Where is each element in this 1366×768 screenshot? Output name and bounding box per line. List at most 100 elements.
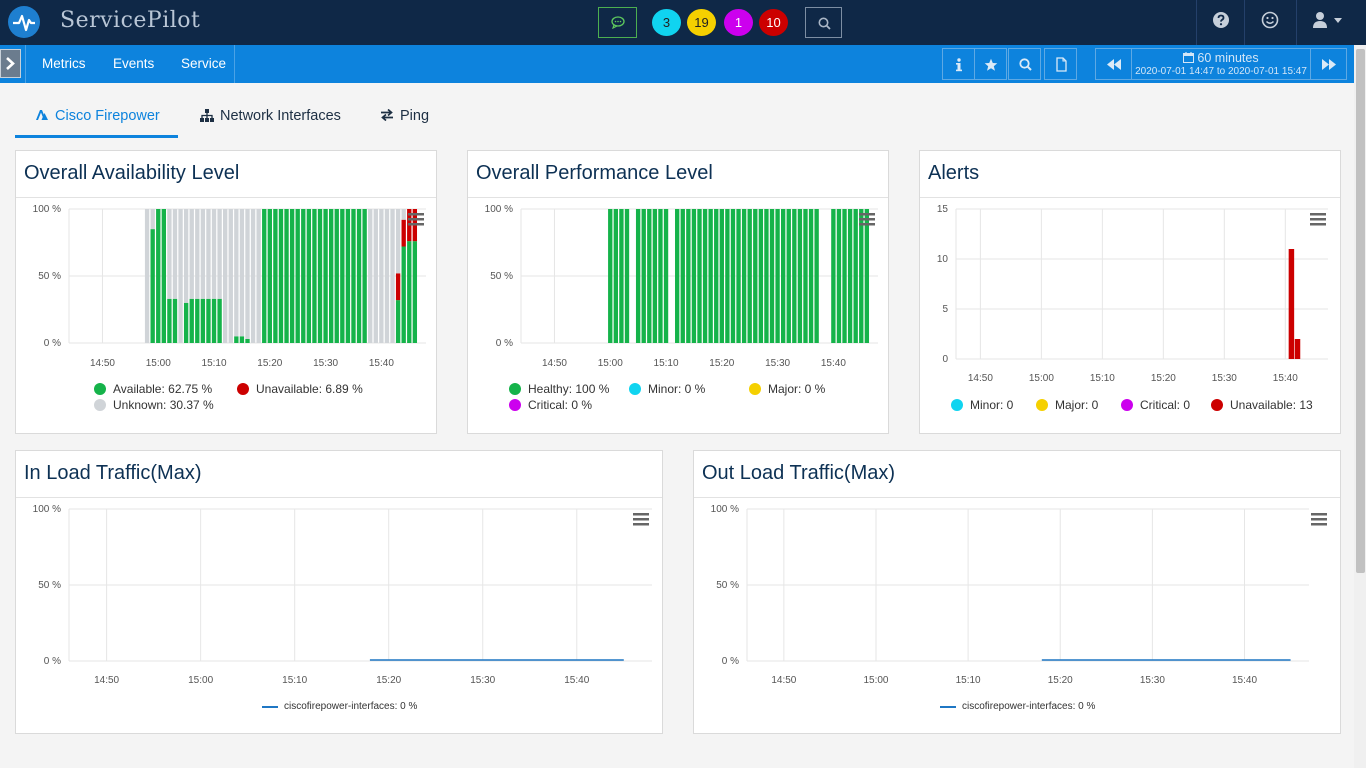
bar-segment-healthy[interactable] — [641, 209, 646, 343]
time-forward-button[interactable] — [1310, 48, 1347, 80]
legend-item-available[interactable]: Available: 62.75 % — [94, 382, 212, 396]
bar-segment-unknown[interactable] — [206, 209, 211, 299]
bar-segment-available[interactable] — [195, 298, 200, 343]
nav-item-metrics[interactable]: Metrics — [42, 56, 86, 71]
legend-item-series[interactable]: ciscofirepower-interfaces: 0 % — [940, 701, 1095, 712]
bar-segment-available[interactable] — [183, 302, 189, 343]
bar-segment-unknown[interactable] — [150, 209, 155, 230]
bar-segment-available[interactable] — [407, 241, 412, 343]
bar-segment-available[interactable] — [245, 338, 250, 343]
bar-segment-healthy[interactable] — [635, 209, 641, 343]
bar-segment-healthy[interactable] — [780, 209, 786, 343]
bar-segment-healthy[interactable] — [758, 209, 764, 343]
bar-segment-healthy[interactable] — [803, 209, 808, 343]
bar-segment-healthy[interactable] — [769, 209, 775, 343]
tab-cisco-firepower[interactable]: Cisco Firepower — [15, 101, 178, 138]
legend-item-unknown[interactable]: Unknown: 30.37 % — [94, 398, 214, 412]
bar-segment-healthy[interactable] — [747, 209, 752, 343]
legend-item-minor[interactable]: Minor: 0 — [951, 398, 1013, 412]
bar-segment-available[interactable] — [362, 209, 367, 343]
chart-menu-icon[interactable] — [1311, 513, 1327, 526]
bar-segment-healthy[interactable] — [831, 209, 836, 343]
bar-segment-available[interactable] — [334, 209, 339, 343]
bar-segment-unknown[interactable] — [144, 209, 150, 343]
bar-segment-healthy[interactable] — [736, 209, 741, 343]
bar-segment-unknown[interactable] — [401, 209, 406, 220]
bar-segment-healthy[interactable] — [686, 209, 691, 343]
bar-unavailable[interactable] — [1294, 339, 1301, 359]
legend-item-major[interactable]: Major: 0 — [1036, 398, 1098, 412]
bar-segment-healthy[interactable] — [797, 209, 803, 343]
help-button[interactable] — [1212, 11, 1230, 34]
bar-segment-unavailable[interactable] — [401, 219, 406, 247]
bar-segment-available[interactable] — [306, 209, 312, 343]
bar-segment-unknown[interactable] — [384, 209, 390, 343]
bar-segment-healthy[interactable] — [613, 209, 619, 343]
bar-segment-healthy[interactable] — [775, 209, 780, 343]
bar-segment-available[interactable] — [161, 209, 167, 343]
minor-count-badge[interactable]: 3 — [652, 9, 681, 36]
bar-segment-available[interactable] — [189, 298, 194, 343]
search-button[interactable] — [1008, 48, 1041, 80]
chart-menu-icon[interactable] — [859, 213, 875, 226]
bar-segment-available[interactable] — [278, 209, 284, 343]
chart-menu-icon[interactable] — [1310, 213, 1326, 226]
bar-segment-healthy[interactable] — [680, 209, 685, 343]
bar-segment-available[interactable] — [395, 300, 401, 343]
bar-segment-available[interactable] — [301, 209, 306, 343]
bar-segment-healthy[interactable] — [859, 209, 864, 343]
bar-segment-unknown[interactable] — [217, 209, 222, 299]
unavailable-count-badge[interactable]: 10 — [759, 9, 788, 36]
bar-segment-unknown[interactable] — [368, 209, 373, 343]
legend-item-minor[interactable]: Minor: 0 % — [629, 382, 705, 396]
favorite-button[interactable] — [974, 48, 1007, 80]
legend-item-major[interactable]: Major: 0 % — [749, 382, 825, 396]
major-count-badge[interactable]: 19 — [687, 9, 716, 36]
bar-segment-healthy[interactable] — [853, 209, 858, 343]
bar-segment-unknown[interactable] — [390, 209, 395, 343]
bar-segment-healthy[interactable] — [658, 209, 663, 343]
bar-segment-available[interactable] — [211, 298, 217, 343]
top-search-button[interactable] — [805, 7, 842, 38]
bar-unavailable[interactable] — [1288, 249, 1295, 359]
bar-segment-available[interactable] — [289, 209, 295, 343]
bar-segment-healthy[interactable] — [663, 209, 669, 343]
bar-segment-available[interactable] — [312, 209, 317, 343]
bar-segment-available[interactable] — [206, 298, 211, 343]
bar-segment-healthy[interactable] — [764, 209, 769, 343]
bar-segment-unknown[interactable] — [373, 209, 378, 343]
bar-segment-healthy[interactable] — [725, 209, 730, 343]
bar-segment-available[interactable] — [345, 209, 351, 343]
bar-segment-healthy[interactable] — [719, 209, 724, 343]
bar-segment-unavailable[interactable] — [395, 273, 401, 301]
bar-segment-available[interactable] — [262, 209, 267, 343]
bar-segment-healthy[interactable] — [847, 209, 853, 343]
tab-ping[interactable]: Ping — [380, 101, 429, 138]
legend-item-series[interactable]: ciscofirepower-interfaces: 0 % — [262, 701, 417, 712]
bar-segment-unknown[interactable] — [250, 209, 256, 343]
time-back-button[interactable] — [1095, 48, 1132, 80]
report-button[interactable] — [1044, 48, 1077, 80]
chart-menu-icon[interactable] — [633, 513, 649, 526]
bar-segment-unknown[interactable] — [183, 209, 189, 303]
bar-segment-healthy[interactable] — [619, 209, 624, 343]
user-menu-button[interactable] — [1312, 11, 1342, 34]
legend-item-healthy[interactable]: Healthy: 100 % — [509, 382, 609, 396]
bar-segment-available[interactable] — [401, 246, 406, 343]
bar-segment-healthy[interactable] — [702, 209, 708, 343]
info-button[interactable] — [942, 48, 975, 80]
bar-segment-available[interactable] — [317, 209, 323, 343]
bar-segment-available[interactable] — [172, 298, 178, 343]
bar-segment-healthy[interactable] — [675, 209, 680, 343]
bar-segment-unknown[interactable] — [172, 209, 178, 299]
bar-segment-healthy[interactable] — [697, 209, 702, 343]
bar-segment-available[interactable] — [239, 336, 245, 343]
bar-segment-healthy[interactable] — [647, 209, 652, 343]
bar-segment-healthy[interactable] — [714, 209, 719, 343]
bar-segment-available[interactable] — [328, 209, 334, 343]
bar-segment-available[interactable] — [167, 298, 172, 343]
bar-segment-healthy[interactable] — [624, 209, 630, 343]
bar-segment-unknown[interactable] — [178, 209, 183, 343]
bar-segment-unknown[interactable] — [200, 209, 206, 299]
bar-segment-available[interactable] — [234, 336, 239, 343]
